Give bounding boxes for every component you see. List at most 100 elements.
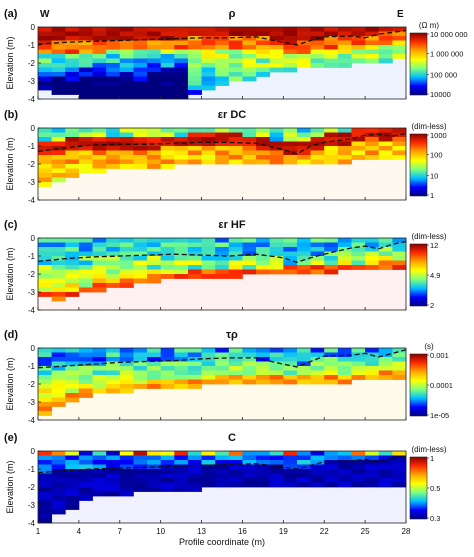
heatmap-cell: [269, 375, 284, 380]
heatmap-cell: [147, 90, 162, 95]
heatmap-cell: [310, 45, 325, 50]
heatmap-cell: [106, 491, 121, 497]
heatmap-cell: [215, 366, 230, 371]
panel-label: (e): [4, 432, 18, 444]
heatmap-cell: [215, 155, 230, 160]
panel-label: (a): [4, 8, 18, 20]
heatmap-cell: [78, 36, 93, 41]
heatmap-cell: [201, 460, 216, 465]
heatmap-cell: [160, 76, 175, 82]
heatmap-cell: [242, 40, 257, 46]
heatmap-cell: [228, 238, 243, 243]
heatmap-cell: [351, 370, 366, 376]
heatmap-cell: [256, 40, 271, 46]
heatmap-cells: [38, 128, 407, 187]
x-tick-label: 28: [402, 527, 411, 536]
heatmap-cell: [78, 49, 93, 55]
heatmap-cell: [119, 265, 134, 270]
heatmap-cell: [269, 251, 284, 257]
heatmap-cell: [310, 375, 325, 380]
heatmap-cell: [65, 455, 80, 461]
heatmap-cell: [160, 137, 175, 142]
heatmap-cell: [324, 482, 339, 488]
heatmap-cell: [38, 393, 53, 398]
heatmap-cell: [201, 49, 216, 55]
y-tick-label: 0: [31, 124, 36, 133]
heatmap-cell: [242, 251, 257, 257]
heatmap-cell: [92, 482, 107, 488]
heatmap-cell: [51, 265, 66, 270]
heatmap-cell: [119, 40, 134, 46]
heatmap-cell: [324, 357, 339, 362]
heatmap-cell: [38, 366, 53, 371]
heatmap-cell: [38, 384, 53, 389]
heatmap-cell: [119, 379, 134, 385]
heatmap-cell: [324, 159, 339, 165]
colorbar: [409, 133, 428, 197]
heatmap-cell: [51, 63, 66, 68]
heatmap-cell: [324, 45, 339, 50]
heatmap-cell: [92, 141, 107, 147]
heatmap-cell: [392, 40, 407, 46]
heatmap-cell: [78, 274, 93, 279]
heatmap-cell: [78, 379, 93, 385]
heatmap-cell: [38, 150, 53, 156]
west-label: W: [40, 9, 50, 20]
heatmap-cell: [51, 274, 66, 279]
heatmap-cell: [160, 132, 175, 138]
heatmap-cell: [106, 348, 121, 353]
interface-dashed-line: [37, 29, 407, 46]
heatmap-cell: [228, 256, 243, 261]
heatmap-cell: [106, 366, 121, 371]
heatmap-cell: [242, 31, 257, 37]
heatmap-cell: [296, 54, 311, 59]
heatmap-cell: [51, 473, 66, 479]
heatmap-cell: [51, 361, 66, 367]
heatmap-cell: [119, 238, 134, 243]
heatmap-cell: [296, 27, 311, 32]
heatmap-cell: [228, 40, 243, 46]
heatmap-cell: [283, 146, 298, 151]
heatmap-cell: [283, 352, 298, 358]
heatmap-cell: [65, 132, 80, 138]
heatmap-cell: [92, 132, 107, 138]
colorbar-tick-label: 12: [430, 241, 438, 250]
heatmap-cell: [228, 242, 243, 248]
heatmap-cell: [92, 45, 107, 50]
heatmap-cell: [147, 451, 162, 456]
heatmap-cell: [283, 361, 298, 367]
heatmap-cell: [378, 155, 393, 160]
heatmap-cell: [242, 150, 257, 156]
heatmap-cell: [242, 366, 257, 371]
heatmap-cell: [51, 460, 66, 465]
panel-d: 0 -1 -2 -3 -4 Elevation (m) (d) τρ (s)0.001 0.000…: [4, 329, 453, 425]
heatmap-cell: [365, 473, 380, 479]
heatmap-cell: [147, 85, 162, 91]
heatmap-cell: [283, 67, 298, 73]
heatmap-cell: [92, 150, 107, 156]
heatmap-cell: [119, 247, 134, 252]
heatmap-cell: [228, 132, 243, 138]
heatmap-cell: [296, 352, 311, 358]
heatmap-cell: [337, 40, 352, 46]
heatmap-cell: [51, 296, 66, 302]
heatmap-cell: [78, 473, 93, 479]
heatmap-cell: [65, 58, 80, 64]
heatmap-cell: [324, 260, 339, 266]
heatmap-cell: [106, 482, 121, 488]
heatmap-cell: [38, 348, 53, 353]
heatmap-cell: [269, 63, 284, 68]
heatmap-cell: [106, 455, 121, 461]
heatmap-cell: [133, 278, 148, 284]
heatmap-cell: [378, 370, 393, 376]
heatmap-cell: [310, 361, 325, 367]
heatmap-cell: [65, 384, 80, 389]
heatmap-cell: [106, 283, 121, 288]
heatmap-cell: [65, 478, 80, 483]
heatmap-cell: [119, 27, 134, 32]
heatmap-cell: [392, 357, 407, 362]
heatmap-cell: [392, 132, 407, 138]
heatmap-cell: [228, 155, 243, 160]
heatmap-cell: [310, 256, 325, 261]
